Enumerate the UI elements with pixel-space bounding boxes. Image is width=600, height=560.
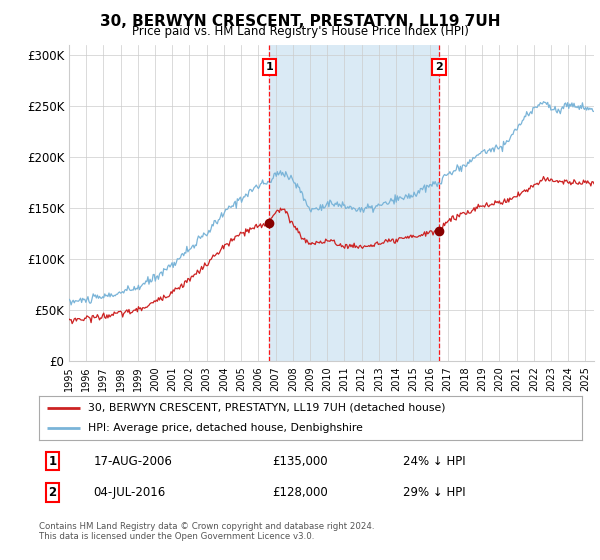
Text: 30, BERWYN CRESCENT, PRESTATYN, LL19 7UH (detached house): 30, BERWYN CRESCENT, PRESTATYN, LL19 7UH… — [88, 403, 445, 413]
Text: Contains HM Land Registry data © Crown copyright and database right 2024.
This d: Contains HM Land Registry data © Crown c… — [39, 522, 374, 542]
Text: 30, BERWYN CRESCENT, PRESTATYN, LL19 7UH: 30, BERWYN CRESCENT, PRESTATYN, LL19 7UH — [100, 14, 500, 29]
Text: HPI: Average price, detached house, Denbighshire: HPI: Average price, detached house, Denb… — [88, 423, 363, 433]
Text: 04-JUL-2016: 04-JUL-2016 — [94, 486, 166, 499]
Text: 2: 2 — [49, 486, 56, 499]
Text: 1: 1 — [265, 62, 273, 72]
Text: 17-AUG-2006: 17-AUG-2006 — [94, 455, 172, 468]
Text: 29% ↓ HPI: 29% ↓ HPI — [403, 486, 466, 499]
Bar — [269, 45, 439, 361]
Text: 24% ↓ HPI: 24% ↓ HPI — [403, 455, 466, 468]
Text: Price paid vs. HM Land Registry's House Price Index (HPI): Price paid vs. HM Land Registry's House … — [131, 25, 469, 38]
Text: 2: 2 — [435, 62, 443, 72]
Text: 1: 1 — [49, 455, 56, 468]
Text: £128,000: £128,000 — [272, 486, 328, 499]
Text: £135,000: £135,000 — [272, 455, 328, 468]
